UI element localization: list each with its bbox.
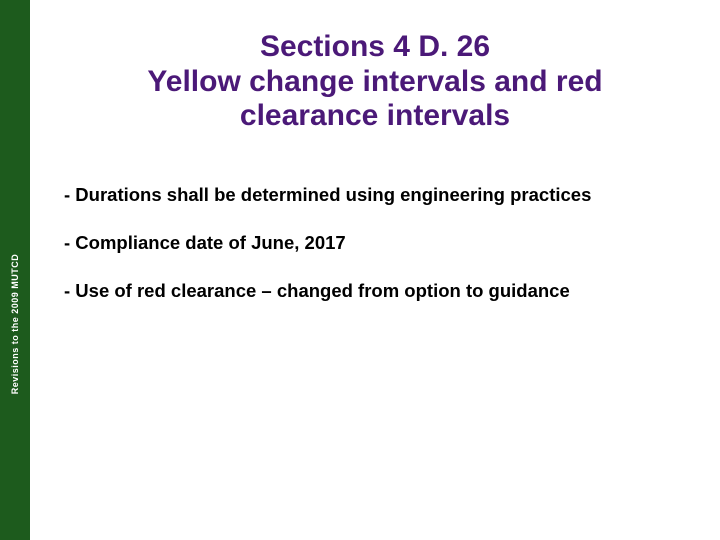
bullet-list: - Durations shall be determined using en…: [60, 184, 690, 303]
title-line-2: Yellow change intervals and red: [60, 65, 690, 100]
bullet-item: - Use of red clearance – changed from op…: [64, 280, 690, 302]
sidebar: Revisions to the 2009 MUTCD: [0, 0, 30, 540]
slide-content: Sections 4 D. 26 Yellow change intervals…: [30, 0, 720, 540]
title-line-1: Sections 4 D. 26: [60, 30, 690, 65]
title-block: Sections 4 D. 26 Yellow change intervals…: [60, 30, 690, 134]
sidebar-label: Revisions to the 2009 MUTCD: [10, 253, 20, 394]
bullet-item: - Compliance date of June, 2017: [64, 232, 690, 254]
title-line-3: clearance intervals: [60, 99, 690, 134]
bullet-item: - Durations shall be determined using en…: [64, 184, 690, 206]
